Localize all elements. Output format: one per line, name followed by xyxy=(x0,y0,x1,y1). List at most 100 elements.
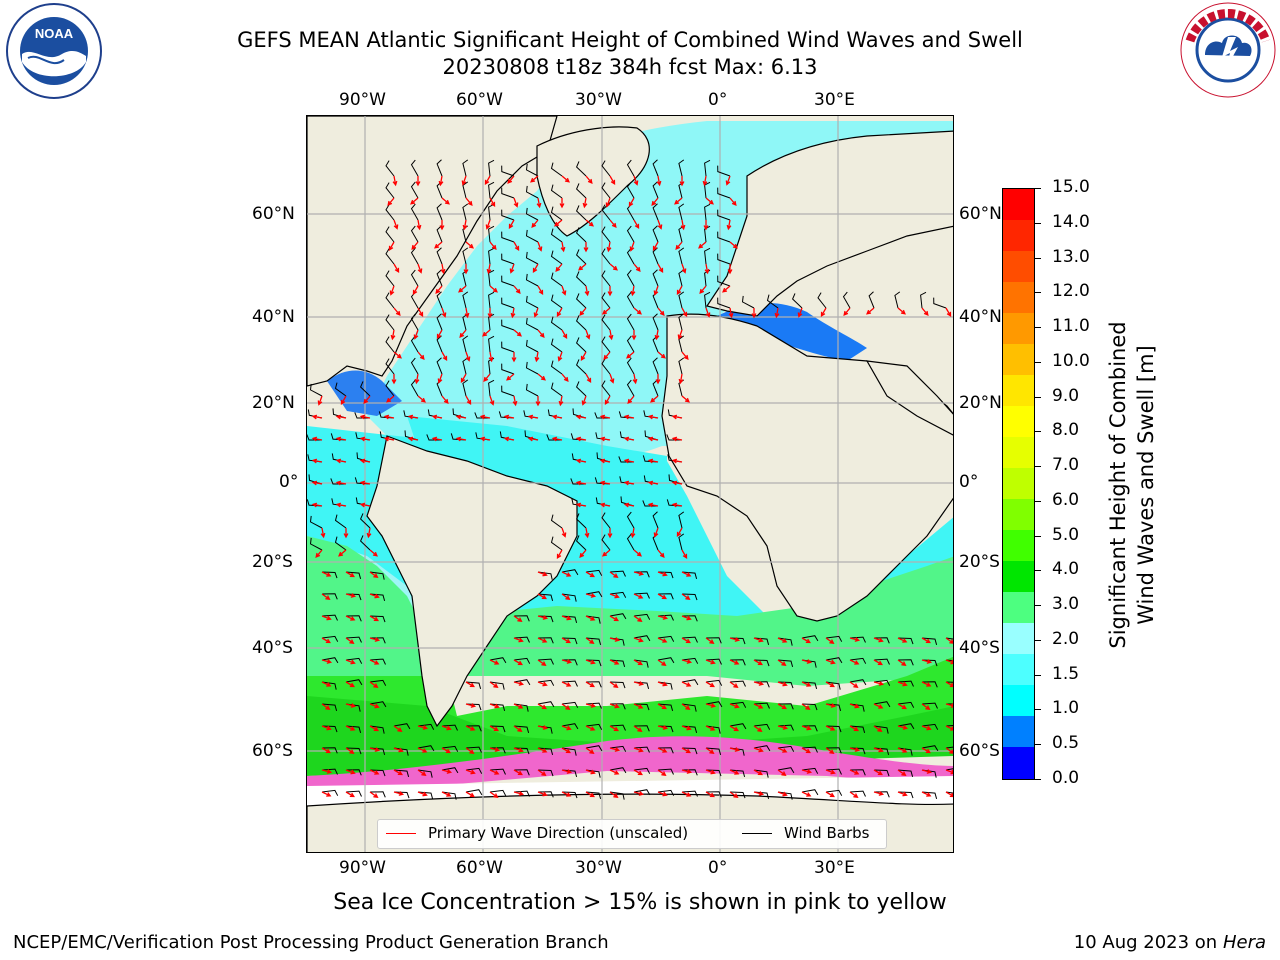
colorbar-tick-label: 13.0 xyxy=(1052,246,1090,267)
wind-barb xyxy=(792,293,803,309)
wind-barb xyxy=(849,703,865,712)
wave-direction-arrow xyxy=(633,615,643,622)
wind-barb xyxy=(501,363,515,375)
wave-direction-arrow xyxy=(345,747,355,754)
wave-direction-arrow xyxy=(945,659,953,665)
wind-barb xyxy=(550,272,563,287)
wave-direction-arrow xyxy=(345,659,356,665)
wave-direction-arrow xyxy=(431,436,443,442)
wind-barb xyxy=(626,335,635,353)
wind-barb xyxy=(873,637,890,644)
wave-direction-arrow xyxy=(369,637,381,642)
wave-direction-arrow xyxy=(585,175,593,184)
wave-direction-arrow xyxy=(681,615,692,621)
wave-direction-arrow xyxy=(849,747,861,752)
wave-direction-arrow xyxy=(465,241,474,249)
wind-barb xyxy=(897,723,915,730)
wind-barb xyxy=(601,358,611,375)
wave-direction-arrow xyxy=(655,374,661,385)
wind-barb xyxy=(601,204,611,221)
wave-direction-arrow xyxy=(510,307,516,319)
wind-barb xyxy=(729,659,746,666)
wave-direction-arrow xyxy=(345,791,355,798)
wave-direction-arrow xyxy=(652,241,659,251)
wind-barb xyxy=(385,358,395,375)
wind-barb xyxy=(753,659,770,667)
wave-direction-arrow xyxy=(657,791,668,797)
wave-direction-arrow xyxy=(441,747,451,754)
wave-direction-arrow xyxy=(462,219,468,231)
wind-barb xyxy=(897,769,914,778)
wind-barb xyxy=(609,791,625,800)
wind-barb xyxy=(550,338,563,353)
wave-direction-arrow xyxy=(465,791,475,798)
wind-barb xyxy=(385,204,395,221)
wind-barb xyxy=(825,635,843,642)
wave-direction-arrow xyxy=(393,351,402,359)
wave-direction-arrow xyxy=(657,725,669,730)
wind-barb xyxy=(576,205,587,221)
wind-barb xyxy=(678,511,685,529)
wave-direction-arrow xyxy=(801,659,813,664)
wind-barb xyxy=(309,515,323,529)
wind-barb xyxy=(717,253,731,265)
wave-direction-arrow xyxy=(412,285,419,295)
wave-direction-arrow xyxy=(705,747,715,754)
wind-barb xyxy=(626,533,635,551)
wave-direction-arrow xyxy=(606,241,612,253)
lat-label-left: 40°N xyxy=(252,307,295,327)
wind-barb xyxy=(436,313,443,331)
wave-direction-arrow xyxy=(435,285,443,294)
wind-barb xyxy=(657,703,674,712)
wind-barb xyxy=(488,379,495,397)
wind-barb xyxy=(417,745,435,752)
wind-barb xyxy=(657,657,675,664)
colorbar-segment xyxy=(1003,499,1034,531)
wind-barb xyxy=(921,681,938,688)
wind-barb xyxy=(652,379,659,397)
wind-barb xyxy=(753,769,769,778)
wind-barb xyxy=(945,703,953,705)
wave-direction-arrow xyxy=(671,502,683,508)
wave-direction-arrow xyxy=(438,175,444,187)
wave-direction-arrow xyxy=(359,480,371,486)
colorbar-tick-mark xyxy=(1035,639,1041,641)
wave-direction-arrow xyxy=(484,175,491,185)
wind-barb xyxy=(678,533,685,551)
colorbar-tick-mark xyxy=(1035,779,1041,780)
wind-barb xyxy=(921,723,939,730)
wind-barb xyxy=(585,615,601,624)
wave-direction-arrow xyxy=(675,241,683,250)
wave-direction-arrow xyxy=(602,549,611,557)
wind-barb xyxy=(609,591,627,598)
wave-direction-arrow xyxy=(705,725,716,731)
lat-label-right: 40°N xyxy=(959,307,1002,327)
wave-direction-arrow xyxy=(633,769,643,776)
wave-direction-arrow xyxy=(657,769,667,776)
wave-direction-arrow xyxy=(729,681,739,688)
chart-title: GEFS MEAN Atlantic Significant Height of… xyxy=(237,28,1023,52)
wave-direction-arrow xyxy=(631,330,637,341)
wave-direction-arrow xyxy=(633,571,645,576)
wave-direction-arrow xyxy=(561,593,571,600)
wind-barb xyxy=(501,187,515,199)
wind-barb xyxy=(537,658,554,665)
wave-direction-arrow xyxy=(311,480,323,486)
wave-direction-arrow xyxy=(681,769,693,774)
wind-barb xyxy=(550,250,563,265)
wind-barb xyxy=(489,657,507,664)
wind-barb xyxy=(873,679,891,686)
wind-barb xyxy=(369,615,386,623)
wave-direction-arrow xyxy=(537,747,548,753)
colorbar-segment xyxy=(1003,654,1034,686)
wind-barb xyxy=(633,746,650,753)
wave-direction-arrow xyxy=(575,480,587,486)
wave-direction-arrow xyxy=(921,769,933,774)
wave-direction-arrow xyxy=(537,791,548,797)
wave-direction-arrow xyxy=(777,637,788,643)
wind-barb xyxy=(801,635,819,642)
lon-label-top: 30°E xyxy=(814,90,855,110)
wave-direction-arrow xyxy=(753,703,764,709)
wind-barb xyxy=(410,225,419,243)
wind-barb xyxy=(489,703,506,712)
